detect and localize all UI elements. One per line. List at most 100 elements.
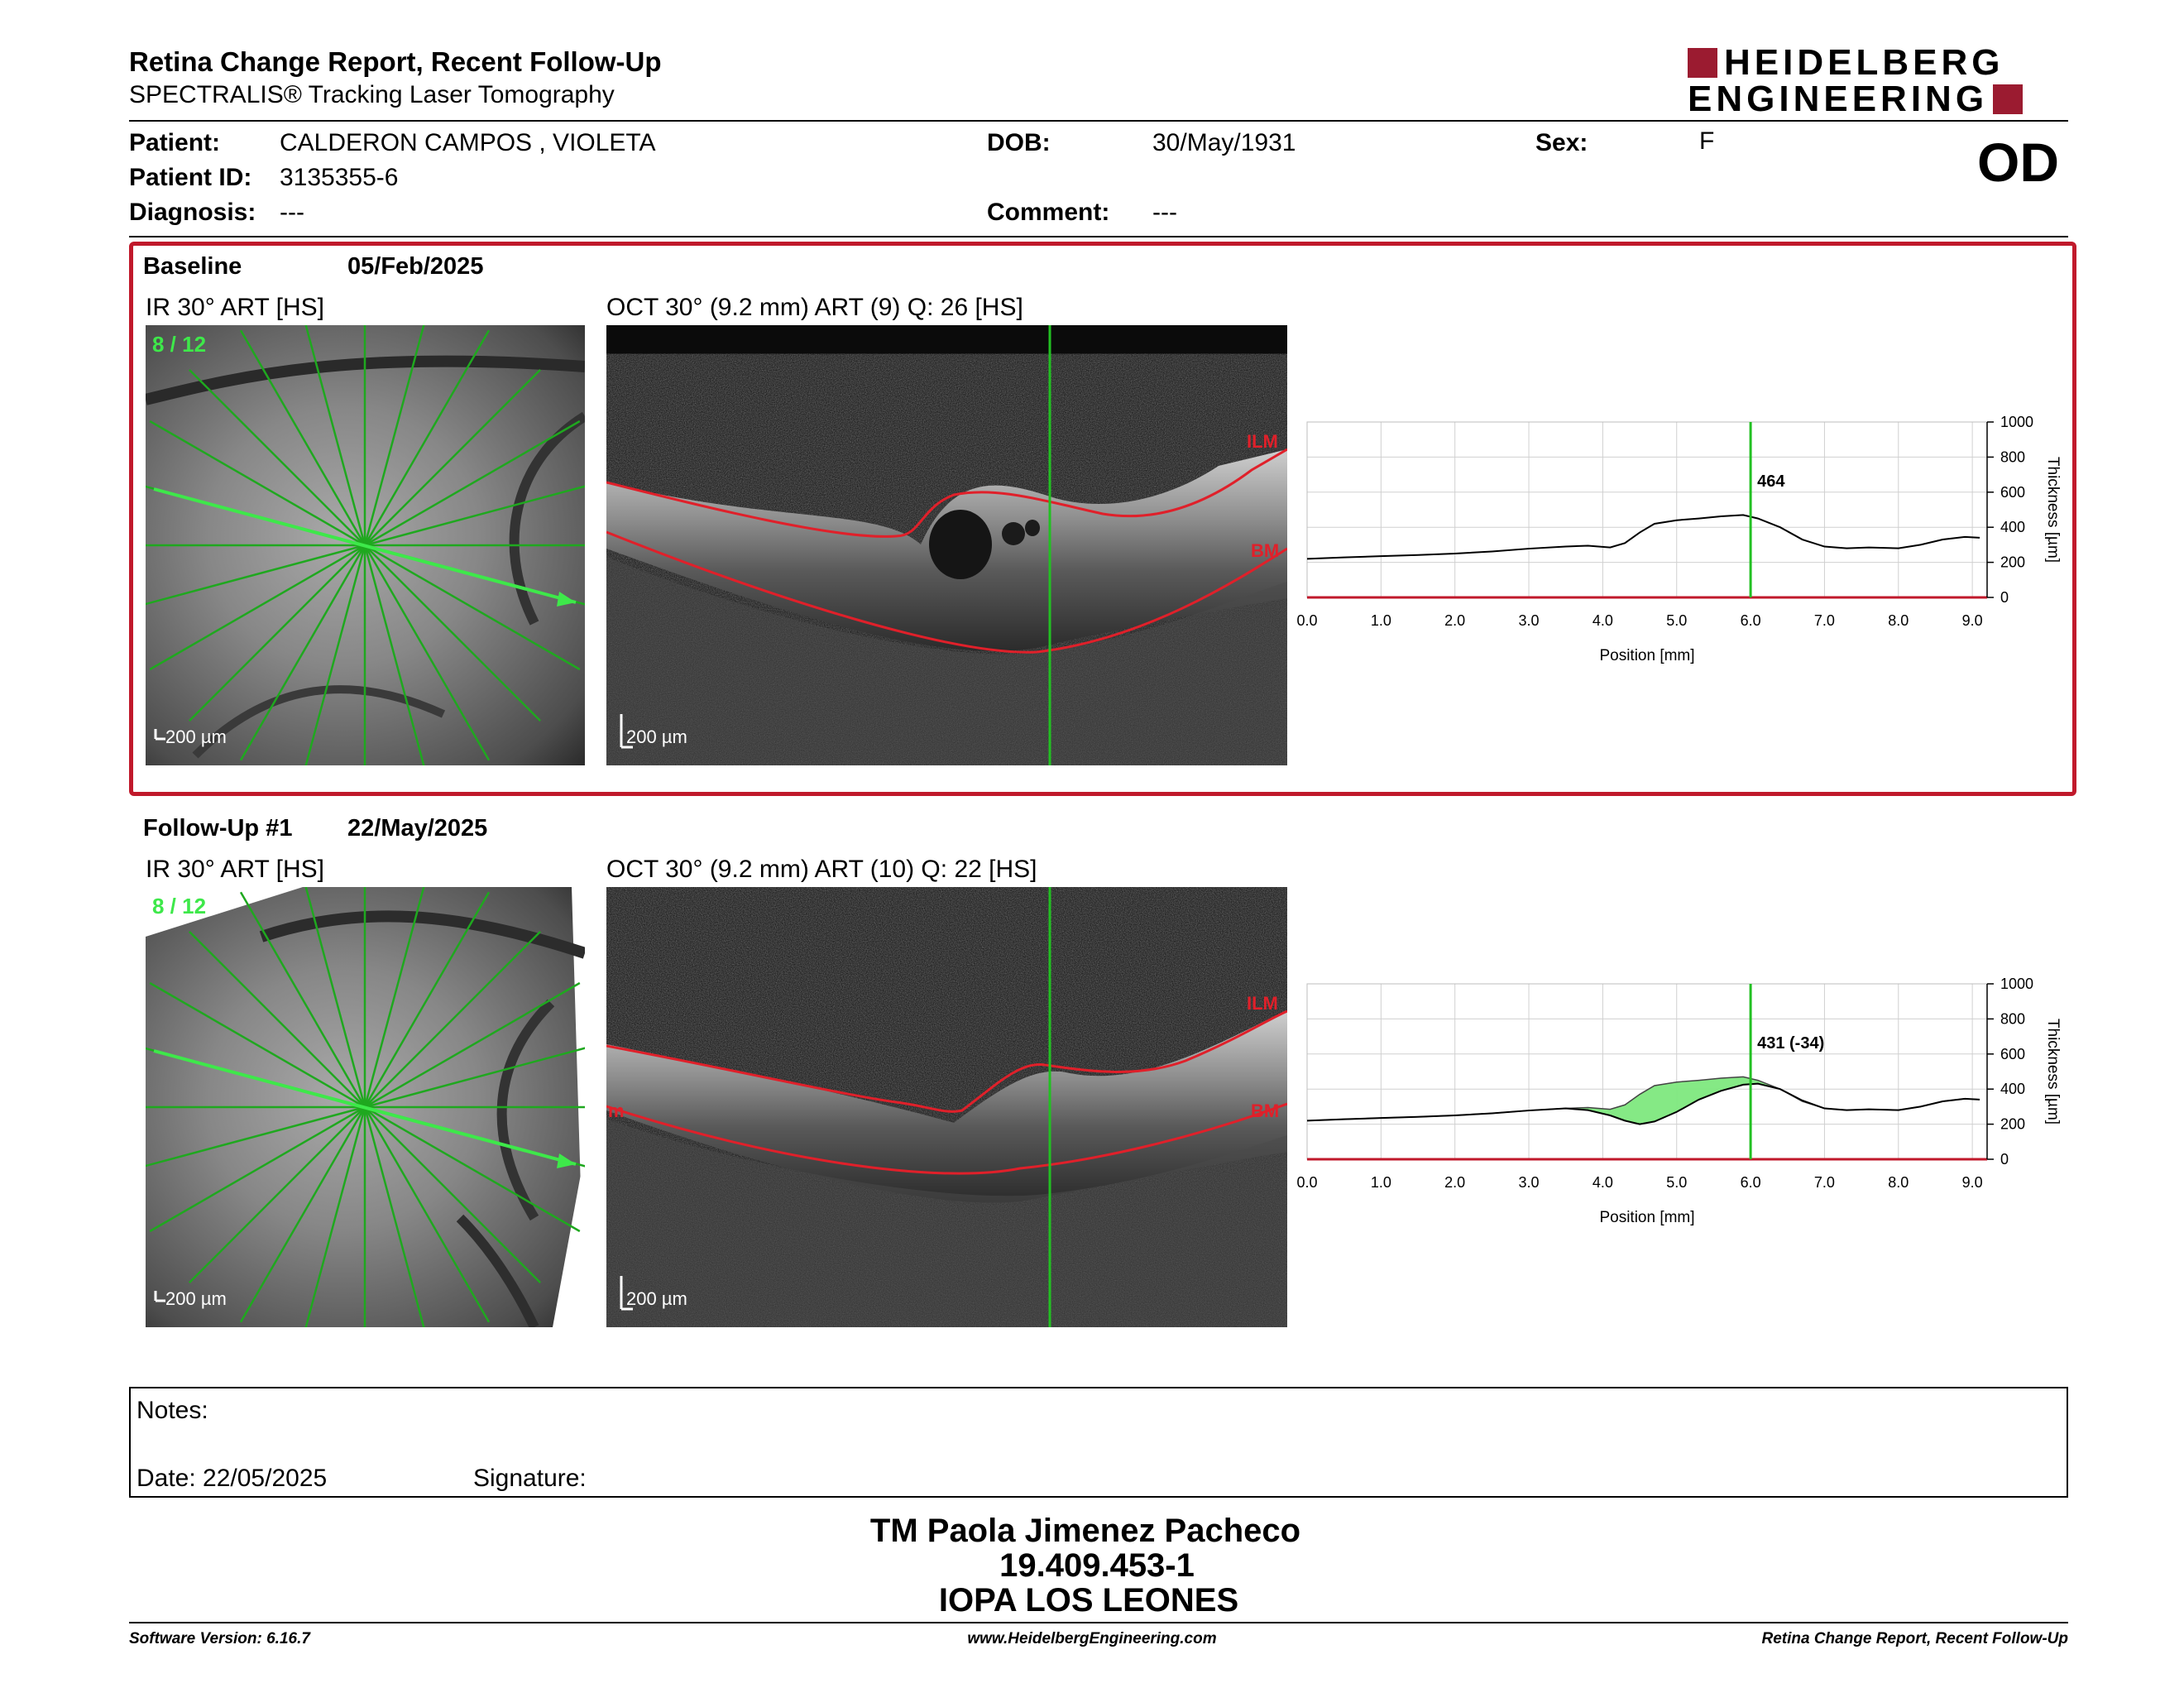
- header-divider: [129, 120, 2068, 122]
- patient-divider: [129, 236, 2068, 237]
- thickness-change-area: [1307, 1077, 1980, 1125]
- patient-name: CALDERON CAMPOS , VIOLETA: [280, 129, 656, 156]
- eye-laterality: OD: [1977, 132, 2059, 193]
- y-tick-label: 800: [2000, 1010, 2025, 1027]
- marker-value-label: 431 (-34): [1757, 1034, 1824, 1053]
- baseline-fundus-overlay: [146, 325, 585, 765]
- y-tick-label: 200: [2000, 554, 2025, 571]
- software-version: Software Version: 6.16.7: [129, 1630, 310, 1647]
- baseline-ilm-label: ILM: [1247, 431, 1278, 452]
- x-tick-label: 5.0: [1666, 612, 1687, 629]
- followup-thickness-line: [1306, 1082, 1980, 1125]
- x-tick-label: 9.0: [1962, 612, 1983, 629]
- heidelberg-logo: HEIDELBERG ENGINEERING: [1688, 42, 2024, 119]
- comment-value: ---: [1152, 199, 1177, 226]
- logo-square-icon: [1688, 48, 1717, 78]
- logo-line1: HEIDELBERG: [1724, 42, 2004, 83]
- y-tick-label: 600: [2000, 484, 2025, 501]
- followup-scan-index: 8 / 12: [152, 894, 207, 918]
- signer-institution: IOPA LOS LEONES: [938, 1582, 1239, 1618]
- baseline-date: 05/Feb/2025: [347, 253, 484, 280]
- notes-box[interactable]: Notes: Date: 22/05/2025 Signature:: [129, 1387, 2068, 1498]
- followup-ir-fundus-image[interactable]: 8 / 12 200 µm: [146, 887, 585, 1327]
- x-tick-label: 8.0: [1888, 1174, 1909, 1191]
- y-tick-label: 800: [2000, 448, 2025, 465]
- baseline-section: [129, 242, 2076, 796]
- website-link[interactable]: www.HeidelbergEngineering.com: [967, 1630, 1217, 1647]
- notes-label: Notes:: [136, 1397, 208, 1424]
- y-tick-label: 400: [2000, 519, 2025, 535]
- diagnosis-label: Diagnosis:: [129, 199, 256, 226]
- baseline-thickness-chart: 0.0 1.0 2.0 3.0 4.0 5.0 6.0 7.0 8.0 9.0 0 200 400 600…: [1296, 414, 2062, 664]
- signer-name: TM Paola Jimenez Pacheco: [869, 1513, 1301, 1549]
- followup-thickness-chart: 0.0 1.0 2.0 3.0 4.0 5.0 6.0 7.0 8.0 9.0 0 200 400 600…: [1296, 976, 2062, 1226]
- followup-oct-scale: 200 µm: [626, 1288, 687, 1309]
- report-title: Retina Change Report, Recent Follow-Up: [129, 46, 662, 77]
- followup-ir-caption: IR 30° ART [HS]: [146, 856, 324, 883]
- x-tick-label: 9.0: [1962, 1174, 1983, 1191]
- x-tick-label: 2.0: [1444, 1174, 1465, 1191]
- signer-rut: 19.409.453-1: [999, 1547, 1195, 1584]
- followup-left-edge-label: m: [608, 1101, 625, 1121]
- y-tick-label: 0: [2000, 1151, 2009, 1168]
- baseline-scan-index: 8 / 12: [152, 332, 207, 357]
- x-tick-label: 1.0: [1371, 1174, 1391, 1191]
- thickness-line: [1306, 514, 1980, 560]
- x-tick-label: 4.0: [1592, 1174, 1613, 1191]
- y-tick-label: 400: [2000, 1081, 2025, 1097]
- x-tick-label: 3.0: [1519, 1174, 1540, 1191]
- footer-divider: [129, 1622, 2068, 1623]
- x-axis-label: Position [mm]: [1599, 647, 1694, 664]
- plot-frame: [1306, 983, 1988, 1160]
- patient-label: Patient:: [129, 129, 221, 156]
- x-tick-label: 2.0: [1444, 612, 1465, 629]
- followup-label: Follow-Up #1: [143, 815, 293, 842]
- diagnosis-value: ---: [280, 199, 304, 226]
- y-axis-label: Thickness [µm]: [2044, 457, 2062, 563]
- logo-line2: ENGINEERING: [1688, 79, 1989, 119]
- sex-label: Sex:: [1535, 129, 1588, 156]
- x-tick-label: 8.0: [1888, 612, 1909, 629]
- dob-value: 30/May/1931: [1152, 129, 1296, 156]
- dob-label: DOB:: [987, 129, 1051, 156]
- followup-fundus-overlay: [146, 887, 585, 1327]
- x-tick-label: 6.0: [1741, 1174, 1761, 1191]
- x-tick-label: 7.0: [1814, 612, 1835, 629]
- x-tick-label: 0.0: [1296, 1174, 1317, 1191]
- plot-frame: [1306, 421, 1988, 598]
- baseline-oct-scale: 200 µm: [626, 727, 687, 747]
- baseline-ir-scale: 200 µm: [165, 727, 227, 747]
- x-tick-label: 0.0: [1296, 612, 1317, 629]
- followup-oct-caption: OCT 30° (9.2 mm) ART (10) Q: 22 [HS]: [606, 856, 1037, 883]
- x-tick-label: 7.0: [1814, 1174, 1835, 1191]
- sex-value: F: [1699, 127, 1715, 155]
- patient-id: 3135355-6: [280, 164, 399, 191]
- signature-label: Signature:: [473, 1465, 587, 1492]
- followup-date: 22/May/2025: [347, 815, 488, 842]
- baseline-oct-overlay: [606, 325, 1287, 765]
- x-tick-label: 6.0: [1741, 612, 1761, 629]
- y-tick-label: 1000: [2000, 976, 2033, 992]
- y-axis-label: Thickness [µm]: [2044, 1019, 2062, 1125]
- x-tick-label: 4.0: [1592, 612, 1613, 629]
- baseline-label: Baseline: [143, 253, 242, 280]
- x-tick-label: 3.0: [1519, 612, 1540, 629]
- logo-square-icon: [1993, 84, 2024, 114]
- baseline-oct-bscan-image[interactable]: ILM BM 200 µm: [606, 325, 1287, 765]
- followup-oct-bscan-image[interactable]: ILM BM m 200 µm: [606, 887, 1287, 1327]
- x-tick-label: 5.0: [1666, 1174, 1687, 1191]
- y-tick-label: 600: [2000, 1046, 2025, 1062]
- y-tick-label: 0: [2000, 589, 2009, 606]
- x-axis-label: Position [mm]: [1599, 1209, 1694, 1226]
- followup-bm-label: BM: [1251, 1101, 1280, 1121]
- followup-oct-overlay: [606, 887, 1287, 1327]
- baseline-oct-caption: OCT 30° (9.2 mm) ART (9) Q: 26 [HS]: [606, 294, 1023, 321]
- baseline-ir-fundus-image[interactable]: 8 / 12 200 µm: [146, 325, 585, 765]
- patient-id-label: Patient ID:: [129, 164, 252, 191]
- followup-ilm-label: ILM: [1247, 993, 1278, 1014]
- y-tick-label: 200: [2000, 1116, 2025, 1133]
- notes-date: Date: 22/05/2025: [136, 1465, 328, 1492]
- report-subtitle: SPECTRALIS® Tracking Laser Tomography: [129, 81, 615, 108]
- footer-report-name: Retina Change Report, Recent Follow-Up: [1761, 1630, 2068, 1647]
- y-tick-label: 1000: [2000, 414, 2033, 430]
